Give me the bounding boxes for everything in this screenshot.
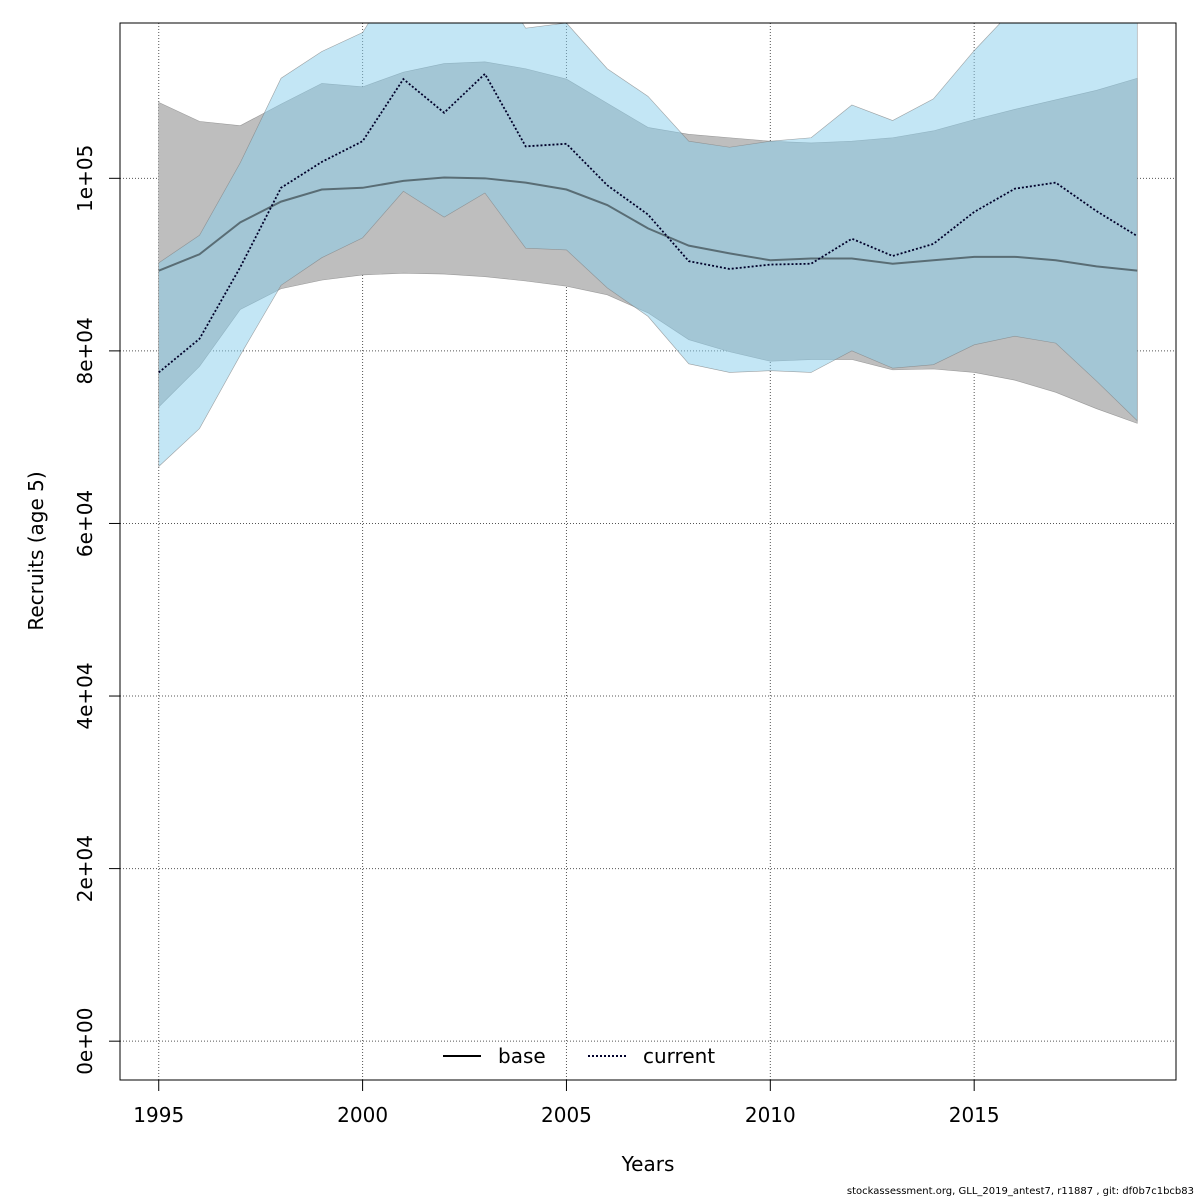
y-axis-title: Recruits (age 5) bbox=[24, 471, 48, 630]
x-tick-label: 2000 bbox=[337, 1103, 388, 1127]
series-line-current bbox=[158, 72, 1138, 374]
legend-label-current: current bbox=[643, 1044, 715, 1068]
x-tick-label: 2010 bbox=[745, 1103, 796, 1127]
x-tick-label: 1995 bbox=[133, 1103, 184, 1127]
y-tick-label: 4e+04 bbox=[73, 662, 97, 729]
x-tick-label: 2015 bbox=[949, 1103, 1000, 1127]
plot-frame bbox=[119, 22, 1177, 1081]
x-tick-label: 2005 bbox=[541, 1103, 592, 1127]
y-tick-label: 1e+05 bbox=[73, 145, 97, 212]
y-tick-label: 2e+04 bbox=[73, 835, 97, 902]
legend: base current bbox=[443, 1044, 715, 1068]
series-line-base bbox=[158, 176, 1138, 272]
y-tick-label: 6e+04 bbox=[73, 490, 97, 557]
y-tick-label: 8e+04 bbox=[73, 317, 97, 384]
footer-credit: stockassessment.org, GLL_2019_antest7, r… bbox=[846, 1186, 1194, 1197]
legend-label-base: base bbox=[498, 1044, 546, 1068]
confidence-bands bbox=[158, 23, 1138, 468]
x-axis-title: Years bbox=[621, 1152, 675, 1176]
series-lines bbox=[158, 72, 1138, 374]
axes: 1995 2000 2005 2010 2015 0e+00 2e+04 4e+04 6e+04… bbox=[73, 145, 1000, 1127]
y-tick-label: 0e+00 bbox=[73, 1008, 97, 1075]
confidence-band-current bbox=[158, 23, 1138, 468]
